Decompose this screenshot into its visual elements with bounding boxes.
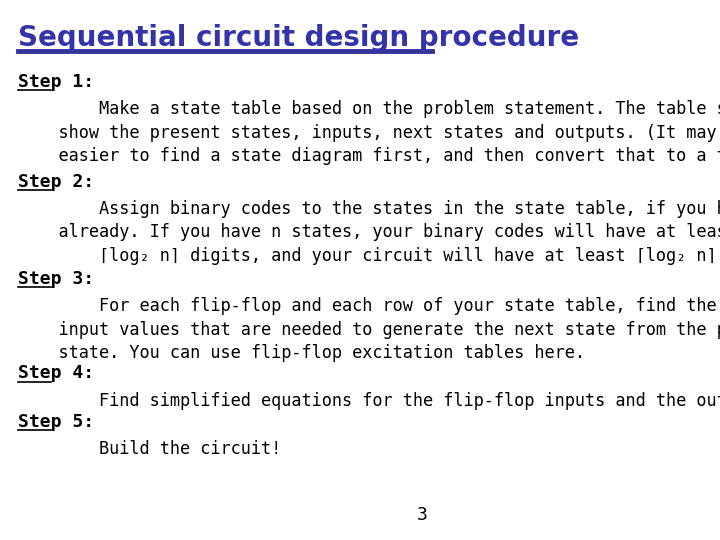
Text: Build the circuit!: Build the circuit!	[18, 440, 281, 458]
Text: Step 2:: Step 2:	[18, 173, 94, 191]
Text: Sequential circuit design procedure: Sequential circuit design procedure	[18, 24, 579, 52]
Text: Assign binary codes to the states in the state table, if you haven’t
    already: Assign binary codes to the states in the…	[18, 200, 720, 265]
Text: Step 5:: Step 5:	[18, 413, 94, 431]
Text: Step 1:: Step 1:	[18, 73, 94, 91]
Text: 3: 3	[417, 506, 428, 524]
Text: Make a state table based on the problem statement. The table should
    show the: Make a state table based on the problem …	[18, 100, 720, 165]
Text: Step 3:: Step 3:	[18, 270, 94, 288]
Text: For each flip-flop and each row of your state table, find the flip-flop
    inpu: For each flip-flop and each row of your …	[18, 297, 720, 362]
Text: Find simplified equations for the flip-flop inputs and the outputs.: Find simplified equations for the flip-f…	[18, 392, 720, 409]
Text: Step 4:: Step 4:	[18, 364, 94, 382]
